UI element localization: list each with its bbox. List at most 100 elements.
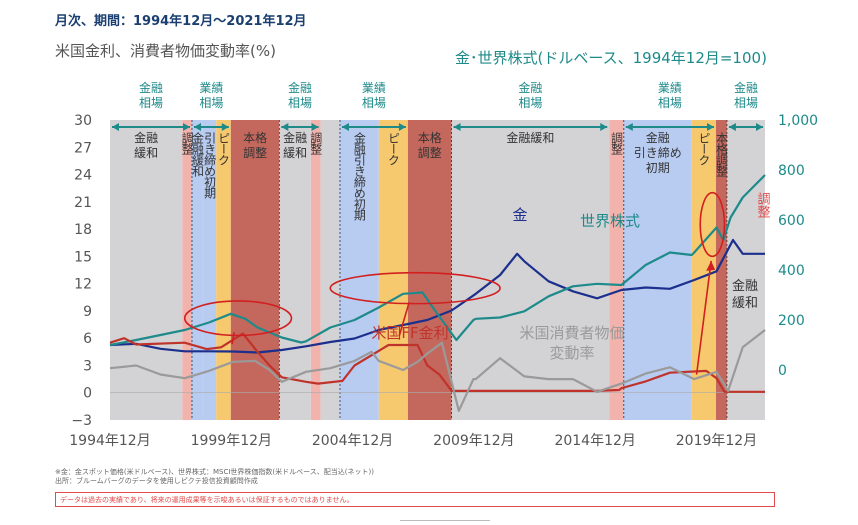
band-label: ピーク xyxy=(386,132,400,166)
arrow-head-left xyxy=(341,123,349,131)
band-label: 金融緩和 xyxy=(134,130,158,160)
highlight-ellipse xyxy=(329,271,501,305)
side-label-easing: 金融緩和 xyxy=(732,278,758,311)
phase-band xyxy=(310,120,321,420)
phase-label: 業績相場 xyxy=(658,81,682,110)
series-label: 世界株式 xyxy=(580,212,640,230)
arrow-head-left xyxy=(625,123,633,131)
left-tick-label: 27 xyxy=(74,140,92,156)
band-label: ピーク xyxy=(217,132,231,166)
footnotes: ※金：金スポット価格(米ドルベース)、世界株式：MSCI世界株価指数(米ドルベー… xyxy=(55,468,374,486)
phase-band xyxy=(202,120,217,420)
phase-label: 金融相場 xyxy=(734,80,758,110)
phase-band xyxy=(279,120,311,420)
x-tick-label: 2014年12月 xyxy=(554,433,635,449)
phase-label: 金融相場 xyxy=(288,80,312,110)
left-tick-label: 15 xyxy=(74,249,92,265)
x-tick-label: 2009年12月 xyxy=(433,433,514,449)
series-line xyxy=(109,329,766,412)
phase-label: 業績相場 xyxy=(199,81,223,110)
phase-band xyxy=(451,120,610,420)
band-label: ピーク xyxy=(697,132,711,166)
arrow-head-left xyxy=(281,123,289,131)
series-label: 米国消費者物価変動率 xyxy=(519,324,624,362)
arrow-head-right xyxy=(756,123,763,131)
band-label: 金融引き締め初期 xyxy=(634,130,682,175)
period-label: 月次、期間：1994年12月～2021年12月 xyxy=(55,14,307,29)
left-tick-label: −3 xyxy=(71,413,92,429)
phase-band xyxy=(182,120,192,420)
phase-band xyxy=(378,120,408,420)
x-tick-label: 1999年12月 xyxy=(191,433,272,449)
left-tick-label: 30 xyxy=(74,113,92,129)
phase-band xyxy=(609,120,624,420)
right-axis-title: 金･世界株式(ドルベース、1994年12月=100) xyxy=(455,49,767,67)
right-tick-label: 200 xyxy=(778,313,805,329)
series-label: 米国FF金利 xyxy=(371,324,448,342)
arrow-head-right xyxy=(311,123,319,131)
arrow-head xyxy=(706,260,716,271)
band-label: 金融緩和 xyxy=(506,130,554,145)
left-tick-label: 3 xyxy=(83,358,92,374)
phase-band xyxy=(216,120,231,420)
x-tick-label: 2004年12月 xyxy=(312,433,393,449)
band-label: 金融緩和 xyxy=(283,130,307,160)
phase-label: 業績相場 xyxy=(362,81,386,110)
left-axis-title: 米国金利、消費者物価変動率(%) xyxy=(55,42,276,60)
left-tick-label: 18 xyxy=(74,222,92,238)
left-tick-label: 24 xyxy=(74,168,92,184)
highlight-arrow xyxy=(231,332,235,345)
footnote-2: 出所：ブルームバーグのデータを使用しピクテ投信投資顧問作成 xyxy=(55,477,258,485)
divider xyxy=(400,520,490,521)
band-label: 金融緩和 xyxy=(190,131,204,177)
highlight-arrow xyxy=(398,301,410,337)
arrow-head-left xyxy=(453,123,461,131)
series-line xyxy=(109,332,765,393)
band-label: 金融引き締め初期 xyxy=(352,131,366,221)
band-label: 本格調整 xyxy=(418,130,442,160)
phase-band xyxy=(339,120,379,420)
arrow-head-left xyxy=(112,123,119,131)
right-tick-label: 0 xyxy=(778,363,787,379)
left-tick-label: 9 xyxy=(83,304,92,320)
arrow-head-right xyxy=(706,123,714,131)
left-tick-label: 6 xyxy=(83,331,92,347)
arrow-head-right xyxy=(182,123,190,131)
footnote-1: ※金：金スポット価格(米ドルベース)、世界株式：MSCI世界株価指数(米ドルベー… xyxy=(55,468,374,476)
series-line xyxy=(109,238,765,354)
phase-band xyxy=(715,120,727,420)
phase-label: 金融相場 xyxy=(518,80,542,110)
band-label: 調整 xyxy=(180,132,194,155)
phase-label: 金融相場 xyxy=(139,80,163,110)
phase-band xyxy=(726,120,765,420)
band-label: 本格調整 xyxy=(714,132,728,177)
arrow-head-right xyxy=(398,123,406,131)
left-tick-label: 0 xyxy=(83,386,92,402)
disclaimer-box: データは過去の実績であり、将来の運用成果等を示唆あるいは保証するものではありませ… xyxy=(55,492,775,507)
series-line xyxy=(109,174,766,347)
phase-band xyxy=(230,120,280,420)
arrow-head-left xyxy=(728,123,736,131)
band-label: 調整 xyxy=(309,132,323,155)
highlight-arrow xyxy=(695,260,712,375)
band-label: 引き締め初期 xyxy=(203,132,217,199)
arrow-head-left xyxy=(193,123,201,131)
x-tick-label: 1994年12月 xyxy=(69,433,150,449)
side-label-adjust: 調整 xyxy=(755,192,771,218)
arrow-head-right xyxy=(600,123,608,131)
phase-band xyxy=(407,120,452,420)
series-label: 金 xyxy=(512,206,527,224)
right-tick-label: 600 xyxy=(778,213,805,229)
left-tick-label: 21 xyxy=(74,195,92,211)
highlight-ellipse xyxy=(699,191,726,258)
right-tick-label: 1,000 xyxy=(778,113,818,129)
phase-band xyxy=(320,120,340,420)
highlight-ellipse xyxy=(183,300,293,337)
phase-band xyxy=(191,120,203,420)
band-label: 本格調整 xyxy=(243,130,267,160)
band-label: 調整 xyxy=(610,132,624,155)
left-tick-label: 12 xyxy=(74,277,92,293)
x-tick-label: 2019年12月 xyxy=(676,433,757,449)
arrow-head-right xyxy=(221,123,229,131)
